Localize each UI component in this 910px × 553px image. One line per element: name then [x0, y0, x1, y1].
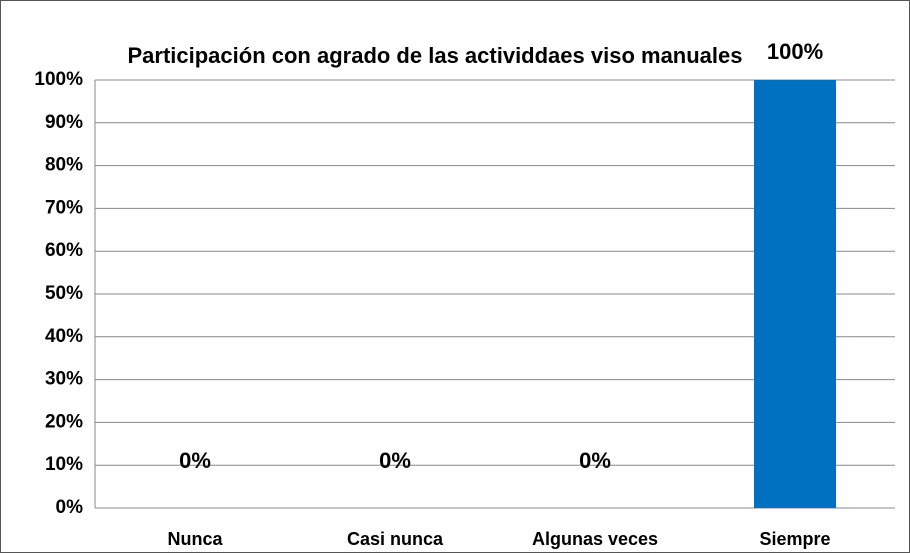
x-tick-label: Nunca: [167, 529, 223, 549]
bar: [754, 80, 836, 508]
y-tick-label: 50%: [45, 283, 83, 304]
y-tick-label: 0%: [56, 497, 84, 518]
data-label: 0%: [179, 448, 211, 473]
y-tick-label: 70%: [45, 197, 83, 218]
y-tick-label: 60%: [45, 240, 83, 261]
y-tick-label: 40%: [45, 326, 83, 347]
data-label: 0%: [579, 448, 611, 473]
y-tick-label: 20%: [45, 411, 83, 432]
y-tick-label: 10%: [45, 454, 83, 475]
data-label: 0%: [379, 448, 411, 473]
y-tick-label: 80%: [45, 155, 83, 176]
x-tick-label: Casi nunca: [347, 529, 444, 549]
data-label: 100%: [767, 39, 823, 64]
x-tick-label: Algunas veces: [532, 529, 658, 549]
x-tick-label: Siempre: [759, 529, 830, 549]
y-tick-label: 90%: [45, 112, 83, 133]
y-tick-label: 100%: [34, 69, 83, 90]
y-tick-label: 30%: [45, 369, 83, 390]
chart-title: Participación con agrado de las actividd…: [127, 43, 743, 68]
